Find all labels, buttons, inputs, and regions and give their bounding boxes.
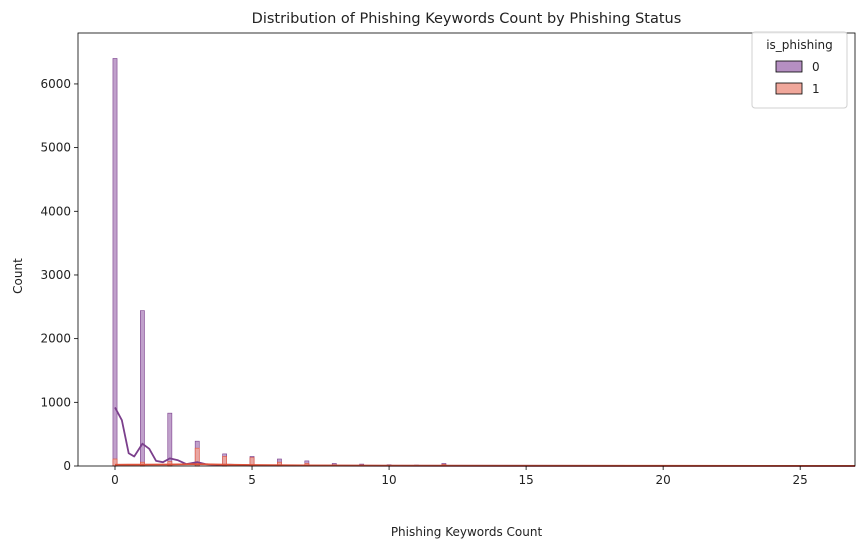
- y-tick-label-6000: 6000: [40, 77, 71, 91]
- plot-area: [112, 58, 856, 467]
- legend-swatch-0: [775, 60, 803, 73]
- y-tick-label-0: 0: [63, 459, 71, 473]
- x-tick-label-20: 20: [656, 473, 671, 487]
- plot-frame: [77, 32, 856, 467]
- y-axis-label: Count: [11, 258, 25, 294]
- y-tick-label-4000: 4000: [40, 204, 71, 218]
- x-tick-label-5: 5: [248, 473, 256, 487]
- chart-title: Distribution of Phishing Keywords Count …: [252, 11, 682, 27]
- legend: is_phishing 0 1: [751, 31, 848, 109]
- bar-series-0-0: [112, 58, 118, 467]
- y-tick-label-2000: 2000: [40, 332, 71, 346]
- x-axis-label: Phishing Keywords Count: [391, 525, 543, 539]
- x-tick-label-15: 15: [518, 473, 533, 487]
- x-tick-label-0: 0: [111, 473, 119, 487]
- x-tick-label-25: 25: [793, 473, 808, 487]
- legend-swatch-1: [775, 82, 803, 95]
- y-tick-label-3000: 3000: [40, 268, 71, 282]
- legend-title: is_phishing: [766, 38, 833, 52]
- bar-series-0-1: [140, 310, 145, 467]
- legend-label-1: 1: [812, 82, 820, 96]
- y-tick-label-5000: 5000: [40, 141, 71, 155]
- series-0-bars: [112, 58, 502, 467]
- x-tick-label-10: 10: [381, 473, 396, 487]
- y-tick-label-1000: 1000: [40, 395, 71, 409]
- legend-label-0: 0: [812, 60, 820, 74]
- series-1-bars: [112, 447, 447, 467]
